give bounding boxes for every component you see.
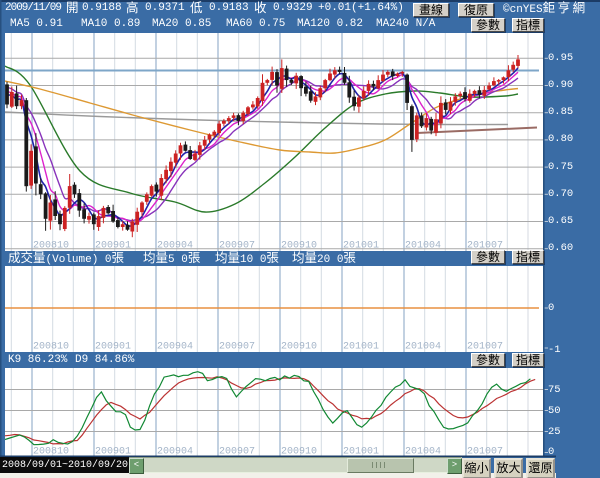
svg-text:200901: 200901 [95, 241, 131, 252]
svg-text:201001: 201001 [343, 342, 379, 353]
svg-text:200907: 200907 [219, 241, 255, 252]
svg-text:200810: 200810 [33, 241, 69, 252]
svg-text:200904: 200904 [157, 342, 193, 353]
svg-text:200907: 200907 [219, 342, 255, 353]
svg-text:201007: 201007 [467, 241, 503, 252]
svg-text:201004: 201004 [405, 447, 441, 458]
svg-text:201007: 201007 [467, 342, 503, 353]
svg-text:201007: 201007 [467, 447, 503, 458]
svg-text:200810: 200810 [33, 447, 69, 458]
svg-text:200810: 200810 [33, 342, 69, 353]
svg-text:200904: 200904 [157, 241, 193, 252]
svg-text:200907: 200907 [219, 447, 255, 458]
svg-text:200910: 200910 [281, 241, 317, 252]
svg-text:200901: 200901 [95, 447, 131, 458]
svg-text:201001: 201001 [343, 447, 379, 458]
svg-text:200904: 200904 [157, 447, 193, 458]
svg-text:201004: 201004 [405, 241, 441, 252]
svg-text:201004: 201004 [405, 342, 441, 353]
svg-text:200901: 200901 [95, 342, 131, 353]
svg-text:200910: 200910 [281, 447, 317, 458]
svg-text:201001: 201001 [343, 241, 379, 252]
svg-text:200910: 200910 [281, 342, 317, 353]
